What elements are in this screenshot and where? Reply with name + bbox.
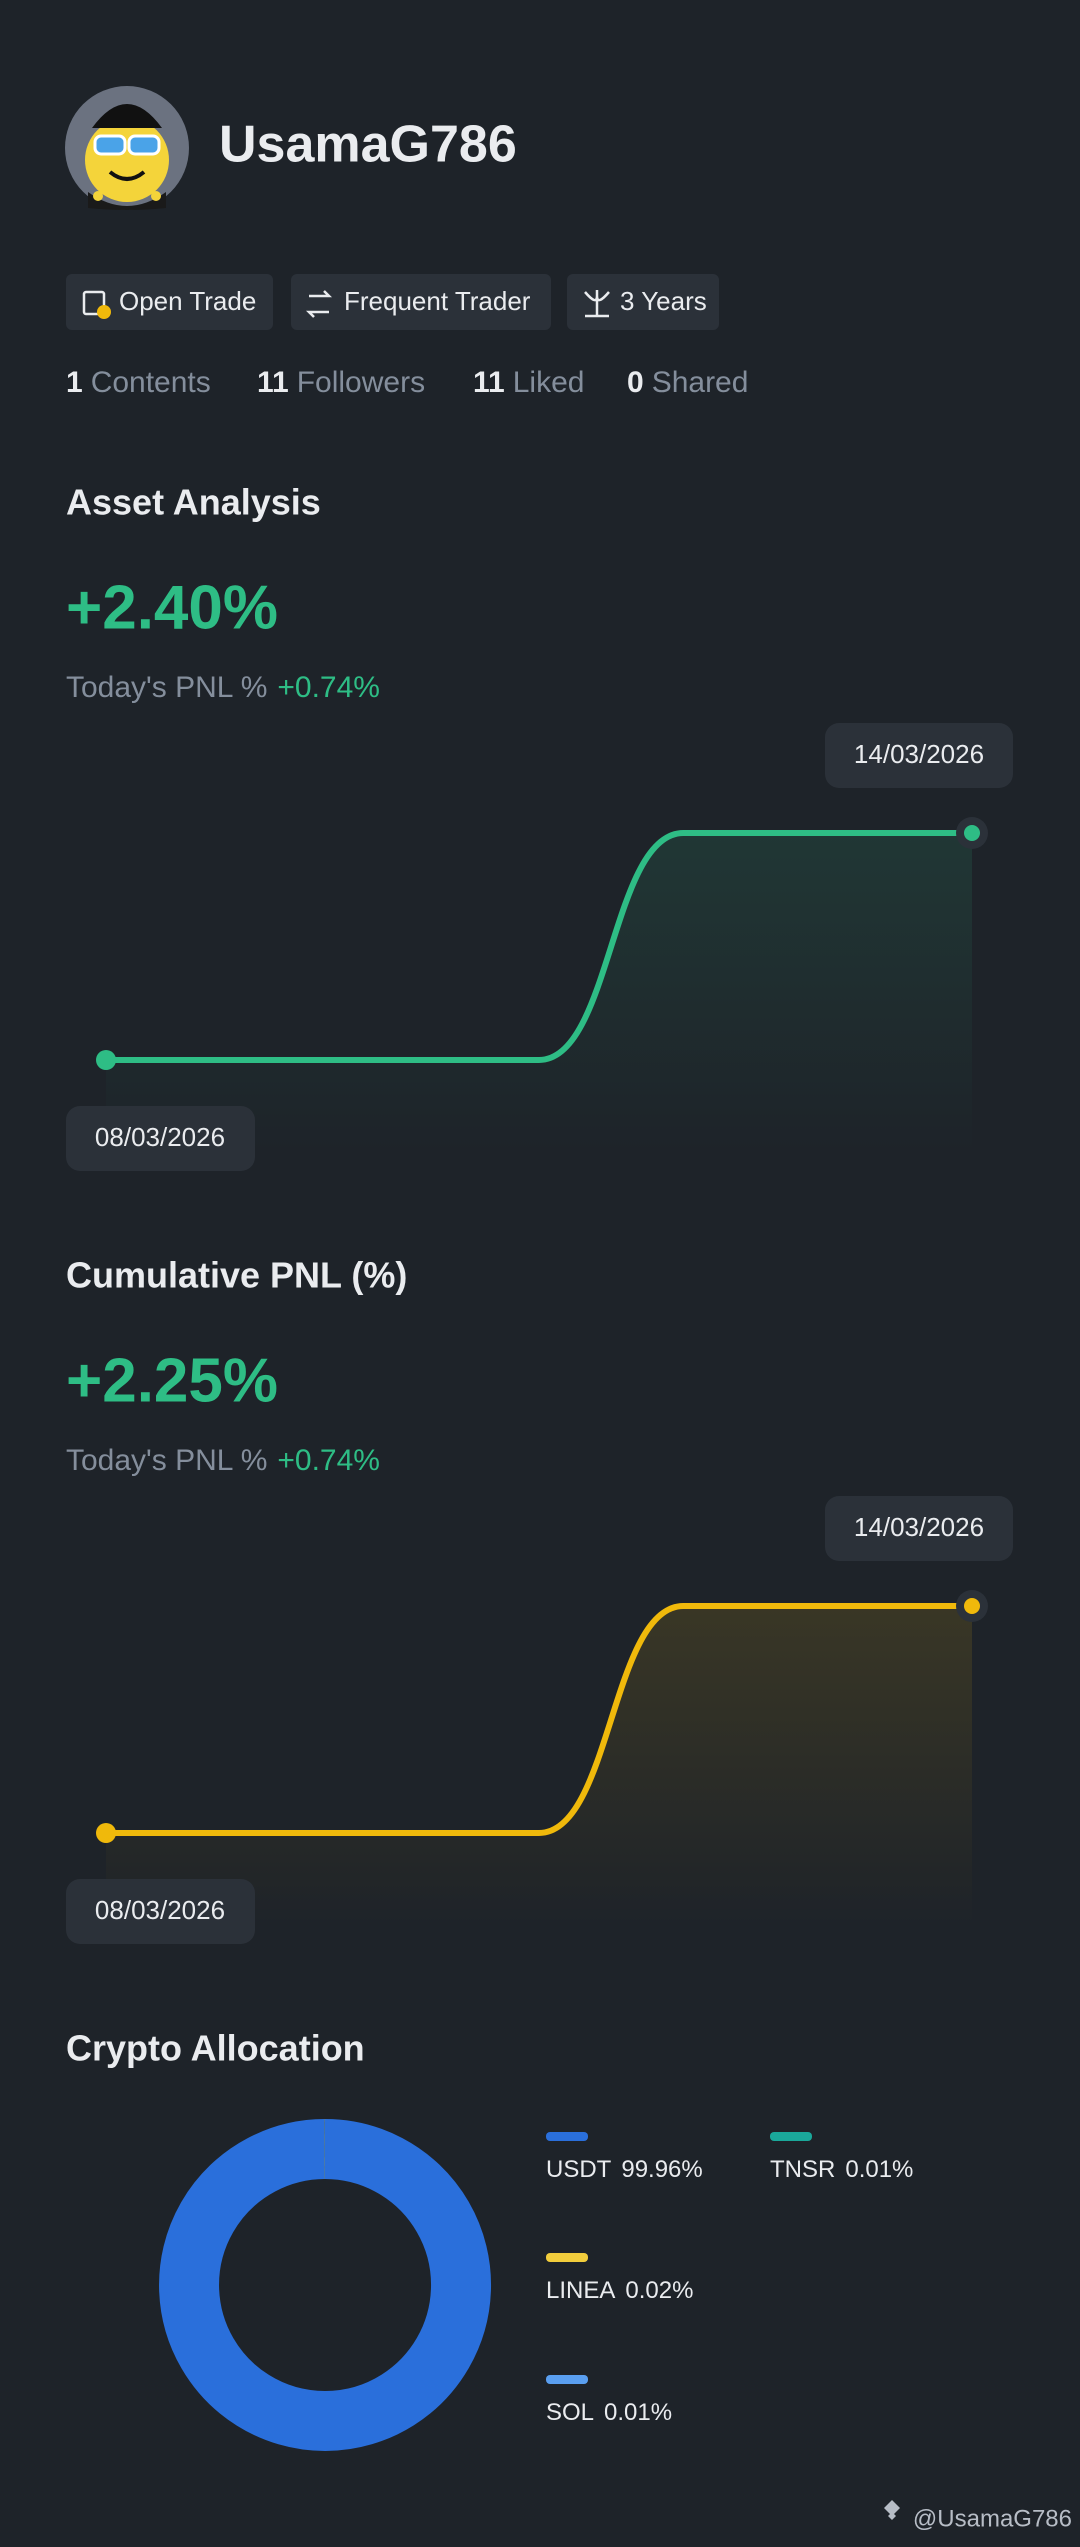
date-label: 08/03/2026 [95, 1122, 225, 1152]
date-label: 08/03/2026 [95, 1895, 225, 1925]
line-area [106, 833, 972, 1153]
start-point [96, 1823, 116, 1843]
avatar[interactable] [65, 86, 189, 210]
legend-value: 99.96% [621, 2156, 702, 2183]
watermark: @UsamaG786 [913, 2505, 1072, 2532]
legend-swatch [546, 2375, 588, 2384]
stat-label: Followers [297, 366, 425, 399]
section-title: Crypto Allocation [66, 2028, 365, 2069]
line [105, 829, 972, 1064]
stat: 11 Liked [473, 366, 584, 399]
stat: 11 Followers [257, 366, 425, 399]
legend-swatch [546, 2253, 588, 2262]
end-point [964, 1598, 980, 1614]
line [106, 1602, 972, 1837]
username: UsamaG786 [219, 116, 517, 174]
legend-entry: USDT 99.96% [546, 2156, 703, 2183]
legend-name: TNSR [770, 2156, 835, 2183]
stat-count: 11 [473, 366, 505, 399]
today-pnl: Today's PNL % +0.74% [66, 671, 380, 704]
badge[interactable] [66, 274, 273, 330]
stat-label: Shared [652, 366, 749, 399]
legend-entry: LINEA 0.02% [546, 2277, 693, 2304]
end-point [964, 825, 980, 841]
stat: 1 Contents [66, 366, 211, 399]
stat-count: 11 [257, 366, 289, 399]
legend-name: SOL [546, 2399, 594, 2426]
legend-entry: TNSR 0.01% [770, 2156, 913, 2183]
legend-value: 0.02% [625, 2277, 693, 2304]
line-area [106, 1606, 972, 1926]
watermark-logo [884, 2500, 900, 2520]
start-point [96, 1050, 116, 1070]
legend-swatch [770, 2132, 812, 2141]
legend-name: USDT [546, 2156, 612, 2183]
section-title: Asset Analysis [66, 482, 321, 523]
badge-label: 3 Years [620, 286, 707, 316]
legend-value: 0.01% [604, 2399, 672, 2426]
date-label-box [66, 1879, 255, 1944]
date-label: 14/03/2026 [854, 1512, 984, 1542]
today-pnl: Today's PNL % +0.74% [66, 1444, 380, 1477]
date-label-box [825, 1496, 1013, 1561]
today-value: +0.74% [277, 1444, 380, 1477]
section-title: Cumulative PNL (%) [66, 1255, 407, 1296]
badge-label: Open Trade [119, 286, 256, 316]
headline-value: +2.25% [66, 1346, 278, 1415]
badge[interactable] [291, 274, 551, 330]
today-label: Today's PNL % [66, 1444, 267, 1477]
stat-label: Liked [513, 366, 585, 399]
headline-value: +2.40% [66, 573, 278, 642]
badge-label: Frequent Trader [344, 286, 531, 316]
legend-name: LINEA [546, 2277, 615, 2304]
date-label: 14/03/2026 [854, 739, 984, 769]
legend-swatch [546, 2132, 588, 2141]
date-label-box [825, 723, 1013, 788]
today-value: +0.74% [277, 671, 380, 704]
legend-value: 0.01% [845, 2156, 913, 2183]
donut-segment [158, 2119, 491, 2451]
stat-count: 0 [627, 366, 644, 399]
stat-label: Contents [91, 366, 211, 399]
today-label: Today's PNL % [66, 671, 267, 704]
badge-icons [82, 290, 610, 319]
stat-count: 1 [66, 366, 83, 399]
legend-entry: SOL 0.01% [546, 2399, 672, 2426]
date-label-box [66, 1106, 255, 1171]
stat: 0 Shared [627, 366, 748, 399]
